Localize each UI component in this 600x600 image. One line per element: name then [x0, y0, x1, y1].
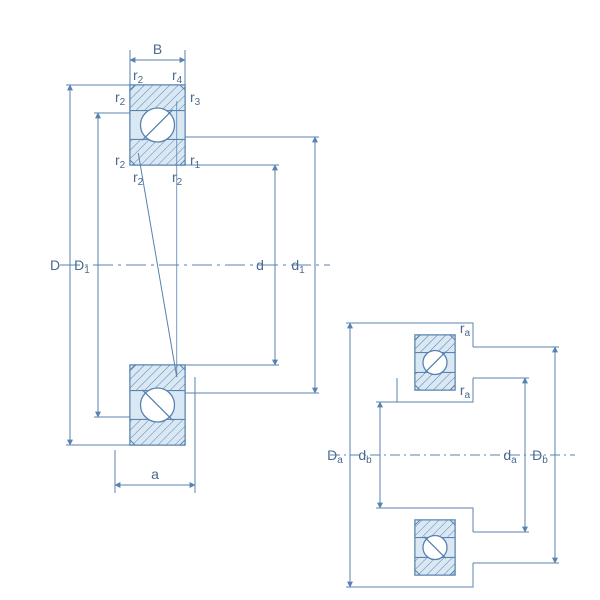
label-B: B	[153, 41, 162, 57]
label-r2_bl: r2	[115, 152, 126, 171]
label-d: d	[256, 257, 264, 273]
label-r3_r: r3	[190, 89, 201, 108]
label-r4_tr: r4	[172, 67, 183, 86]
label-D1: D1	[74, 257, 90, 276]
label-r2_lob: r2	[133, 169, 144, 188]
label-Da_l: Da	[327, 447, 343, 466]
label-ra_b: ra	[460, 382, 471, 401]
label-a: a	[151, 466, 159, 482]
label-r1_br: r1	[190, 152, 201, 171]
label-d1: d1	[291, 257, 305, 276]
label-r2_rob: r2	[172, 169, 183, 188]
bearing-diagram: BaDD1dd1r2r4r2r3r2r1r2r2DadbdaDbrara	[0, 0, 600, 600]
label-D: D	[50, 257, 60, 273]
label-db_l: db	[358, 447, 372, 466]
label-r2_l: r2	[115, 89, 126, 108]
label-Db_r: Db	[532, 447, 548, 466]
label-r2_tl: r2	[133, 67, 144, 86]
label-da_r: da	[503, 447, 517, 466]
